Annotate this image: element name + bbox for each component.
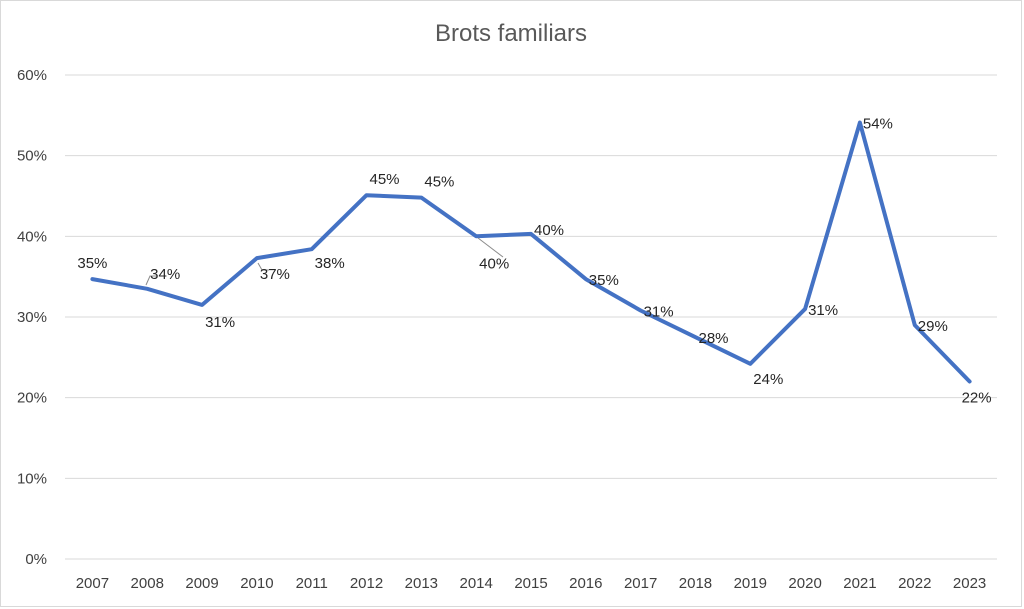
- x-tick-label: 2009: [185, 575, 218, 592]
- x-tick-label: 2018: [679, 575, 712, 592]
- data-label: 40%: [534, 222, 564, 239]
- x-tick-label: 2010: [240, 575, 273, 592]
- x-axis-ticks: 2007 2008 2009 2010 2011 2012 2013 2014 2015 2016…: [76, 575, 987, 592]
- y-tick-label: 60%: [17, 67, 47, 84]
- label-leader-line: [145, 275, 157, 286]
- label-leader-line: [257, 262, 269, 271]
- data-labels: 35% 34% 31% 37% 38% 45% 45% 40% 40% 35% 31% 28% 24% 3…: [77, 116, 991, 407]
- data-label: 28%: [698, 330, 728, 347]
- x-tick-label: 2011: [296, 575, 328, 592]
- data-label: 24%: [753, 371, 783, 388]
- x-tick-label: 2013: [405, 575, 438, 592]
- x-tick-label: 2020: [788, 575, 821, 592]
- x-tick-label: 2019: [734, 575, 767, 592]
- y-tick-label: 40%: [17, 228, 47, 245]
- x-tick-label: 2007: [76, 575, 109, 592]
- data-label: 38%: [315, 255, 345, 272]
- y-tick-label: 0%: [25, 551, 47, 568]
- series-layer: [90, 120, 972, 384]
- data-label: 35%: [77, 255, 107, 272]
- data-label: 31%: [808, 302, 838, 319]
- x-tick-label: 2015: [514, 575, 547, 592]
- x-tick-label: 2021: [843, 575, 876, 592]
- data-label: 34%: [150, 266, 180, 283]
- y-axis-ticks: 0% 10% 20% 30% 40% 50% 60%: [17, 67, 47, 568]
- data-label: 35%: [589, 272, 619, 289]
- data-label: 22%: [962, 390, 992, 407]
- data-label: 40%: [479, 255, 509, 272]
- data-label: 31%: [205, 314, 235, 331]
- series-line: [90, 120, 972, 384]
- y-tick-label: 30%: [17, 309, 47, 326]
- leader-lines: [145, 237, 504, 286]
- chart-title: Brots familiars: [435, 20, 587, 47]
- y-tick-label: 20%: [17, 390, 47, 407]
- data-label: 54%: [863, 116, 893, 133]
- x-tick-label: 2008: [131, 575, 164, 592]
- data-label: 29%: [918, 318, 948, 335]
- data-label: 45%: [369, 171, 399, 188]
- y-tick-label: 50%: [17, 148, 47, 165]
- x-tick-label: 2012: [350, 575, 383, 592]
- label-leader-line: [477, 237, 504, 258]
- data-label: 31%: [644, 304, 674, 321]
- data-label: 37%: [260, 266, 290, 283]
- x-tick-label: 2022: [898, 575, 931, 592]
- x-tick-label: 2014: [459, 575, 492, 592]
- x-tick-label: 2023: [953, 575, 986, 592]
- data-label: 45%: [424, 174, 454, 191]
- y-tick-label: 10%: [17, 470, 47, 487]
- x-tick-label: 2016: [569, 575, 602, 592]
- x-tick-label: 2017: [624, 575, 657, 592]
